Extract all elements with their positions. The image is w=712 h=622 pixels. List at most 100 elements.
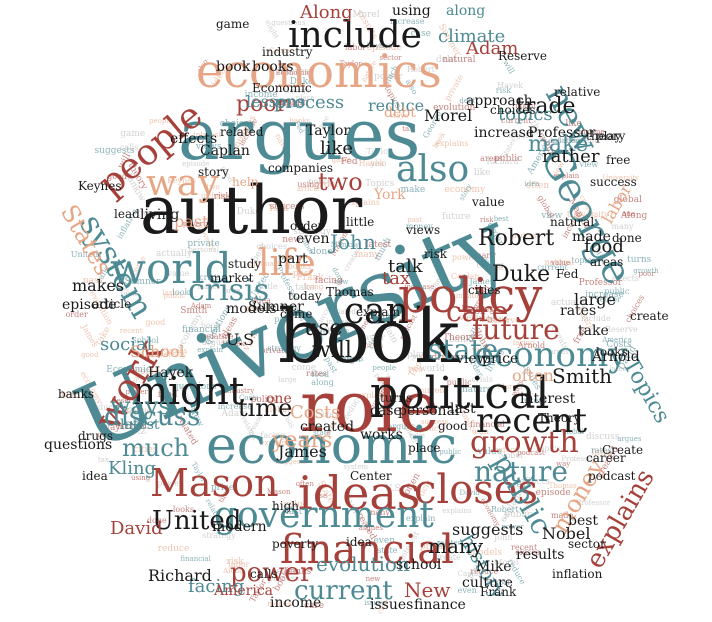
filler-word: argues [617,434,642,443]
cloud-word: trade [516,94,576,119]
filler-word: large [221,287,241,296]
filler-word: gives [97,430,116,439]
filler-word: Taylor [366,147,392,157]
filler-word: two [278,254,292,263]
filler-word: argues [202,338,230,348]
filler-word: America [602,336,632,345]
cloud-word: recent [476,401,588,441]
filler-word: models [469,548,503,559]
cloud-word: Fed [556,267,579,281]
cloud-word: discuss [104,402,201,432]
filler-word: New [516,391,534,400]
filler-word: York [268,203,289,214]
filler-word: closes [515,548,541,558]
cloud-word: personal [398,403,460,419]
cloud-word: industry [262,45,313,59]
filler-word: income [578,127,605,136]
cloud-word: relative [554,85,601,99]
filler-word: Hayek [222,339,245,348]
filler-word: University [566,209,609,219]
cloud-word: rates [560,303,597,319]
cloud-word: state [428,333,499,366]
cloud-word: climate [438,26,506,47]
cloud-word: idea [346,535,372,549]
filler-word: high [340,355,362,366]
cloud-word: Adam [466,38,519,59]
filler-word: two [137,209,153,219]
filler-word: way [556,460,571,469]
cloud-word: drugs [78,429,113,443]
filler-word: way [102,423,121,434]
filler-word: new [282,235,302,246]
filler-word: risk [226,557,244,568]
cloud-word: income [270,595,322,611]
filler-word: School [131,336,159,346]
filler-word: process [267,574,300,584]
filler-word: little [258,281,278,291]
filler-word: explains [346,197,380,207]
filler-word: natural [442,54,476,65]
filler-word: financial [180,554,211,563]
cloud-word: Professor [528,125,596,141]
cloud-word: Nobel [542,524,591,543]
filler-word: good [107,171,127,181]
filler-word: John [494,533,513,543]
filler-word: related [436,538,463,547]
filler-word: Taylor [359,333,385,343]
cloud-word: finance [414,597,466,613]
filler-word: areas [507,479,531,489]
filler-word: banks [448,334,476,345]
filler-word: drugs [431,352,458,363]
filler-word: tax [97,456,109,465]
filler-word: idea [253,295,271,305]
filler-word: risk [495,86,512,96]
filler-word: along [311,377,334,387]
filler-word: view [459,312,478,322]
cloud-word: reduce [368,96,425,115]
cloud-word: tax [382,268,411,289]
filler-word: George [283,87,310,96]
filler-word: Caplan [457,569,483,578]
filler-word: even [373,535,396,546]
cloud-word: Theory [538,411,581,425]
filler-word: topics [571,256,596,266]
filler-word: state [377,545,398,555]
filler-word: James [469,276,494,286]
cloud-word: past [174,212,209,231]
cloud-word: questions [44,437,113,453]
cloud-word: Topics [617,353,675,428]
cloud-word: economy [474,335,628,375]
filler-word: one [622,209,635,218]
cloud-word: free [606,153,631,167]
cloud-word: talk [388,256,423,277]
cloud-word: Hayek [148,365,194,381]
filler-word: come [291,362,317,373]
cloud-word: Morel [424,106,473,125]
filler-word: explains [357,391,391,401]
filler-word: debt [459,97,476,106]
cloud-word: price [482,351,519,367]
filler-word: views [195,142,222,153]
filler-word: increase [217,401,253,411]
filler-word: Duke [236,207,261,218]
cloud-word: companies [268,161,333,175]
filler-word: system [343,463,369,472]
filler-word: Frank [296,272,324,283]
filler-word: Reserve [605,324,638,334]
cloud-word: podcast [588,469,636,483]
cloud-word: works [360,427,403,443]
filler-word: relative [202,332,234,342]
filler-word: increase [479,315,510,324]
cloud-word: living [140,207,180,223]
filler-word: questions [172,382,217,393]
cloud-word: looks [596,345,628,359]
filler-word: state [313,429,331,438]
filler-word: success [420,417,449,426]
cloud-word: one [266,391,292,407]
filler-word: often [525,180,550,191]
filler-word: success [269,201,305,212]
filler-word: value [283,499,309,510]
filler-word: Smith [180,305,208,316]
filler-word: Along [620,210,648,221]
filler-word: risk [480,216,494,225]
